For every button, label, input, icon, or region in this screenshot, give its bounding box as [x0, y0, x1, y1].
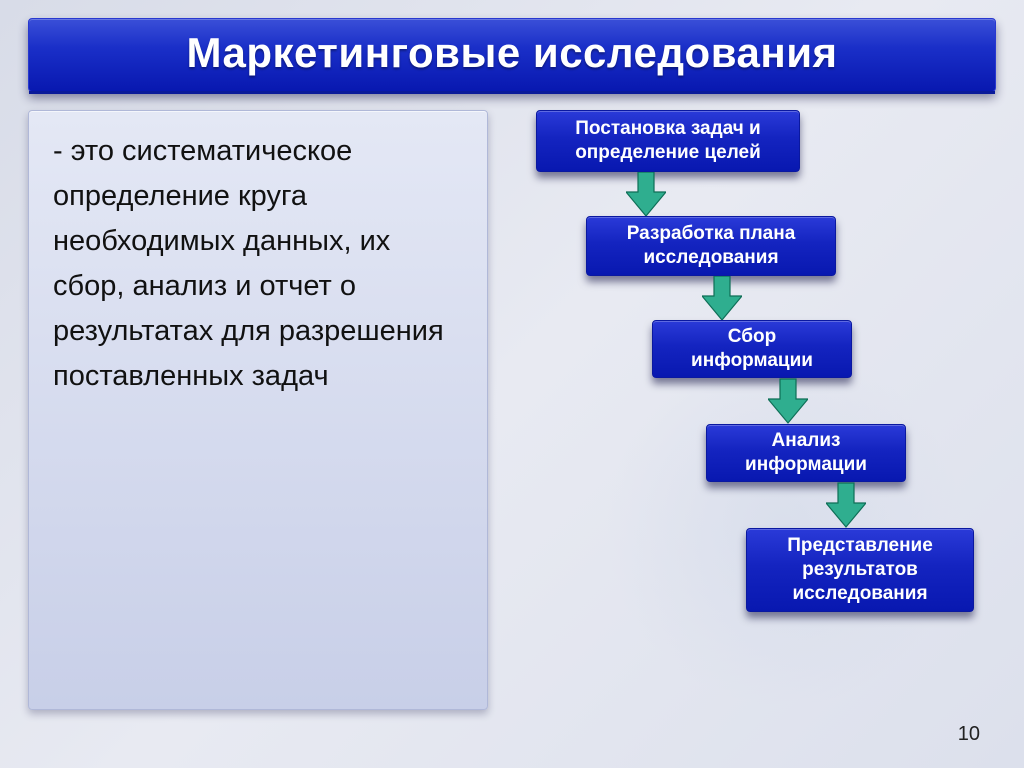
flow-arrow-3 — [768, 378, 808, 424]
flow-arrow-2 — [702, 276, 742, 320]
flow-step-2: Разработка плана исследования — [586, 216, 836, 276]
flow-step-1: Постановка задач и определение целей — [536, 110, 800, 172]
slide-title: Маркетинговые исследования — [53, 29, 971, 77]
flow-arrow-4 — [826, 482, 866, 528]
flow-step-4: Анализ информации — [706, 424, 906, 482]
title-bar: Маркетинговые исследования — [28, 18, 996, 92]
page-number: 10 — [958, 723, 980, 746]
flow-step-3: Сбор информации — [652, 320, 852, 378]
content-row: - это систематическое определение круга … — [28, 110, 996, 710]
flow-arrow-1 — [626, 172, 666, 216]
flowchart: Постановка задач и определение целей Разр… — [506, 110, 996, 710]
flow-step-5: Представление результатов исследования — [746, 528, 974, 612]
slide: Маркетинговые исследования - это система… — [0, 0, 1024, 768]
definition-panel: - это систематическое определение круга … — [28, 110, 488, 710]
definition-text: - это систематическое определение круга … — [53, 129, 463, 399]
